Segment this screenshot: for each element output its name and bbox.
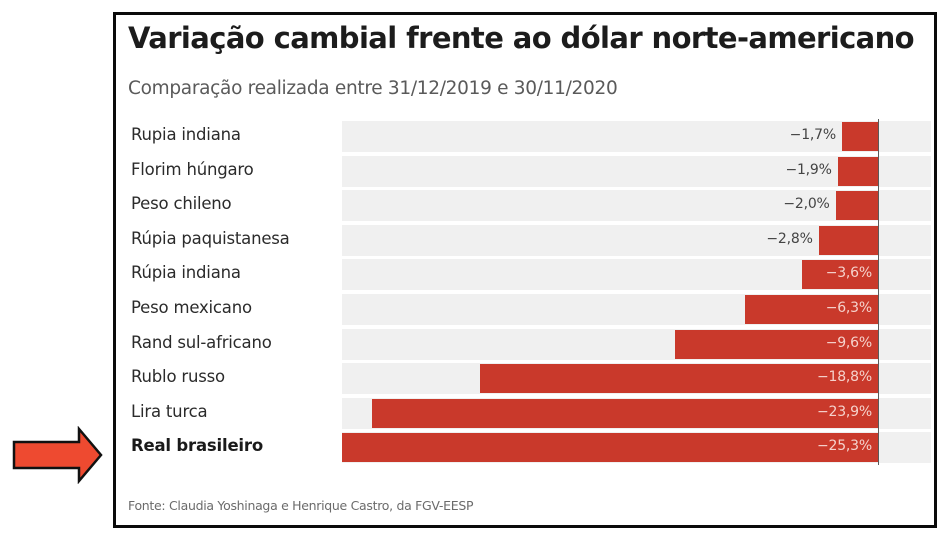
data-label: −2,8% — [766, 230, 813, 247]
source-note: Fonte: Claudia Yoshinaga e Henrique Cast… — [128, 498, 474, 513]
bar — [342, 433, 878, 463]
category-label: Rand sul-africano — [131, 332, 272, 352]
right-arrow-icon — [12, 426, 103, 484]
bar — [371, 398, 878, 428]
category-label: Peso chileno — [131, 194, 232, 214]
zero-axis-line — [878, 119, 879, 465]
category-label: Rublo russo — [131, 367, 225, 387]
bar — [841, 122, 878, 151]
data-label: −1,9% — [785, 161, 832, 178]
bar — [674, 329, 878, 359]
category-label: Rupia indiana — [131, 125, 241, 144]
data-label: −1,7% — [789, 127, 837, 143]
chart-subtitle: Comparação realizada entre 31/12/2019 e … — [128, 78, 618, 99]
category-label: Florim húngaro — [131, 159, 254, 179]
bar — [837, 156, 878, 186]
data-label: −3,6% — [825, 265, 873, 282]
category-label: Real brasileiro — [131, 436, 263, 456]
category-label: Peso mexicano — [131, 298, 252, 317]
data-label: −6,3% — [825, 300, 873, 316]
bar-track — [342, 155, 931, 187]
bar-chart: Rupia indiana −1,7% Florim húngaro −1,9% Pes… — [116, 15, 934, 525]
category-label: Lira turca — [131, 401, 208, 421]
chart-card: Variação cambial frente ao dólar norte-a… — [113, 12, 937, 528]
bar — [818, 225, 878, 255]
bar — [744, 295, 878, 324]
data-label: −23,9% — [816, 403, 872, 420]
bar-track — [342, 190, 931, 222]
chart-title: Variação cambial frente ao dólar norte-a… — [128, 21, 915, 55]
bar — [835, 191, 878, 221]
category-label: Rúpia indiana — [131, 263, 241, 283]
data-label: −2,0% — [783, 196, 830, 213]
category-label: Rúpia paquistanesa — [131, 228, 290, 248]
data-label: −9,6% — [825, 334, 873, 351]
data-label: −18,8% — [816, 369, 872, 386]
data-label: −25,3% — [816, 438, 872, 455]
bar-track — [342, 121, 931, 152]
bar — [801, 260, 878, 290]
bar — [479, 364, 878, 394]
